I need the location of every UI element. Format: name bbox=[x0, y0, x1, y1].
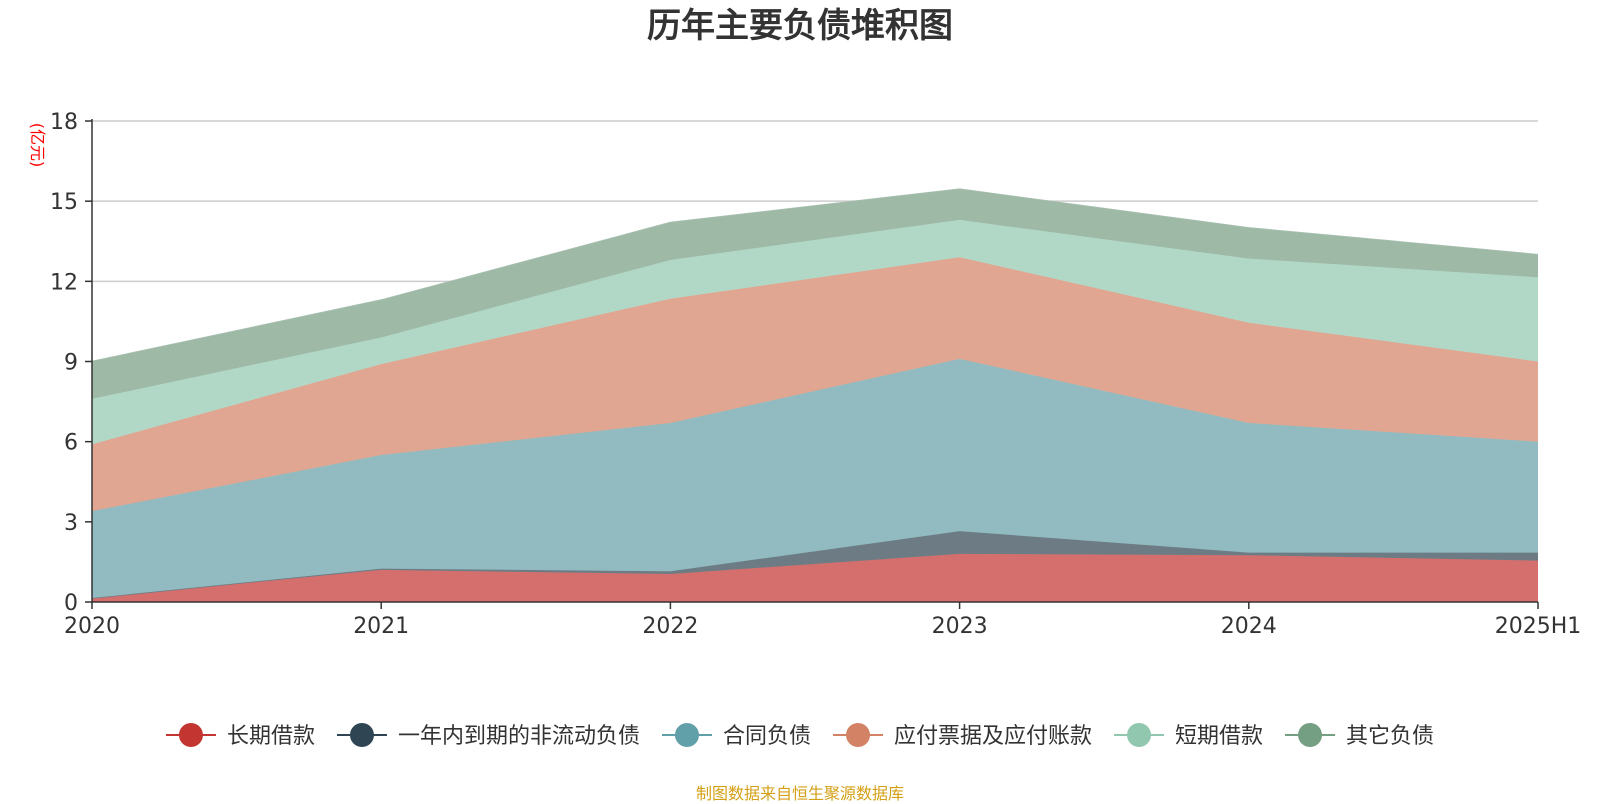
legend-label: 其它负债 bbox=[1346, 724, 1434, 749]
legend-label: 长期借款 bbox=[227, 724, 315, 749]
series-line-6 bbox=[91, 188, 1539, 363]
y-tick-label: 9 bbox=[64, 351, 78, 376]
y-axis-unit-label: (亿元) bbox=[28, 123, 47, 168]
data-source-note: 制图数据来自恒生聚源数据库 bbox=[695, 784, 904, 803]
y-tick-label: 12 bbox=[50, 270, 78, 295]
legend-swatch-marker bbox=[674, 723, 699, 747]
x-tick-label: 2022 bbox=[642, 614, 698, 639]
legend-item: 应付票据及应付账款 bbox=[833, 723, 1092, 749]
legend-swatch-marker bbox=[1127, 723, 1152, 747]
legend-item: 一年内到期的非流动负债 bbox=[336, 723, 640, 749]
legend-label: 合同负债 bbox=[723, 724, 811, 749]
y-tick-label: 15 bbox=[50, 190, 78, 215]
y-tick-label: 3 bbox=[64, 511, 78, 536]
legend-swatch-marker bbox=[349, 723, 374, 747]
x-tick-label: 2025H1 bbox=[1495, 614, 1582, 639]
area-series-6 bbox=[92, 189, 1538, 399]
legend-item: 合同负债 bbox=[661, 723, 811, 749]
y-tick-label: 0 bbox=[64, 591, 78, 616]
legend-swatch-marker bbox=[846, 723, 870, 747]
x-tick-label: 2020 bbox=[64, 614, 120, 639]
x-tick-label: 2023 bbox=[932, 614, 988, 639]
legend-swatch-marker bbox=[1298, 723, 1323, 747]
y-tick-label: 6 bbox=[64, 431, 78, 456]
area-series-group bbox=[91, 188, 1539, 602]
legend-item: 短期借款 bbox=[1114, 723, 1263, 749]
area-series-1 bbox=[92, 553, 1538, 602]
legend-label: 短期借款 bbox=[1175, 724, 1263, 749]
chart-title: 历年主要负债堆积图 bbox=[647, 6, 953, 46]
legend-swatch-marker bbox=[178, 723, 203, 747]
legend-item: 其它负债 bbox=[1285, 723, 1434, 749]
area-series-5 bbox=[92, 219, 1538, 445]
area-series-4 bbox=[92, 257, 1538, 512]
area-series-3 bbox=[92, 358, 1538, 598]
legend-label: 一年内到期的非流动负债 bbox=[398, 724, 640, 749]
x-tick-label: 2021 bbox=[353, 614, 409, 639]
axes: 0 3 6 9 12 15 18 2020 2021 2022 2023 2024 2025H1 bbox=[50, 110, 1581, 639]
x-tick-label: 2024 bbox=[1221, 614, 1277, 639]
legend-item: 长期借款 bbox=[165, 723, 315, 749]
y-tick-label: 18 bbox=[50, 110, 78, 135]
legend-label: 应付票据及应付账款 bbox=[894, 724, 1092, 749]
legend: 长期借款 一年内到期的非流动负债 合同负债 应付票据及应付账款 短期借款 其它负债 bbox=[165, 723, 1434, 749]
